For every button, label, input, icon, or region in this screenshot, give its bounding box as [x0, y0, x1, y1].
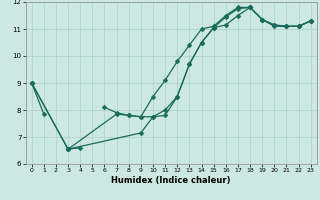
X-axis label: Humidex (Indice chaleur): Humidex (Indice chaleur) — [111, 176, 231, 185]
